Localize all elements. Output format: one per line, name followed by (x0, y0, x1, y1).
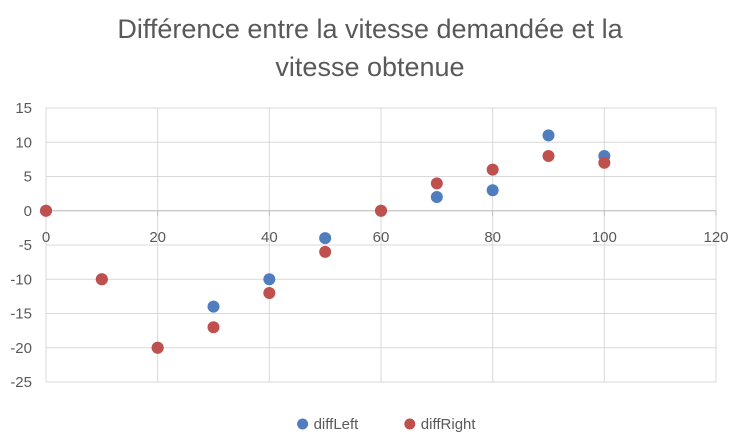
x-tick-label: 120 (703, 229, 728, 246)
data-point-diffRight (207, 321, 220, 334)
data-point-diffLeft (486, 184, 499, 197)
data-point-diffLeft (542, 129, 555, 142)
x-tick-label: 60 (373, 229, 390, 246)
y-tick-label: 5 (24, 169, 32, 186)
y-tick-label: -25 (10, 374, 32, 391)
x-tick-label: 20 (149, 229, 166, 246)
chart-title: Différence entre la vitesse demandée et … (117, 14, 623, 82)
data-point-diffRight (95, 273, 108, 286)
x-tick-label: 80 (484, 229, 501, 246)
y-tick-label: -10 (10, 271, 32, 288)
data-point-diffLeft (430, 191, 443, 204)
data-point-diffLeft (263, 273, 276, 286)
y-tick-label: -15 (10, 306, 32, 323)
y-tick-label: 0 (24, 203, 32, 220)
x-tick-label: 0 (42, 229, 50, 246)
data-point-diffRight (430, 177, 443, 190)
legend-marker-diffLeft (297, 418, 309, 430)
legend-marker-diffRight (404, 418, 416, 430)
x-tick-label: 40 (261, 229, 278, 246)
data-point-diffRight (151, 341, 164, 354)
legend-label-diffLeft: diffLeft (314, 416, 360, 433)
data-point-diffLeft (207, 300, 220, 313)
y-tick-label: -5 (19, 237, 32, 254)
y-tick-label: 10 (15, 134, 32, 151)
data-point-diffRight (375, 204, 387, 217)
data-point-diffRight (486, 163, 499, 176)
y-tick-label: -20 (10, 340, 32, 357)
data-point-diffRight (40, 204, 52, 217)
data-point-diffRight (598, 156, 611, 169)
y-tick-label: 15 (15, 100, 32, 117)
legend-label-diffRight: diffRight (421, 416, 477, 433)
data-point-diffRight (542, 149, 555, 162)
data-point-diffRight (263, 286, 276, 299)
x-tick-label: 100 (592, 229, 617, 246)
data-point-diffLeft (319, 232, 332, 245)
data-point-diffRight (319, 245, 332, 258)
